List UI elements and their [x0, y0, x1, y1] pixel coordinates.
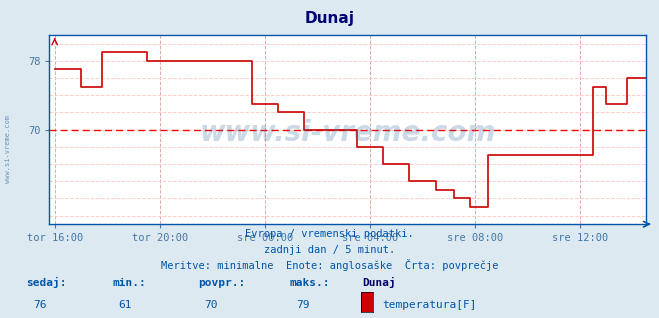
Text: temperatura[F]: temperatura[F] [382, 301, 476, 310]
Text: 61: 61 [119, 301, 132, 310]
Text: min.:: min.: [112, 278, 146, 288]
Text: povpr.:: povpr.: [198, 278, 245, 288]
Text: www.si-vreme.com: www.si-vreme.com [200, 119, 496, 147]
Text: 76: 76 [33, 301, 46, 310]
Text: Dunaj: Dunaj [304, 11, 355, 26]
Text: 79: 79 [297, 301, 310, 310]
Text: Dunaj: Dunaj [362, 277, 396, 288]
Text: Evropa / vremenski podatki.: Evropa / vremenski podatki. [245, 229, 414, 239]
Text: Meritve: minimalne  Enote: anglosaške  Črta: povprečje: Meritve: minimalne Enote: anglosaške Črt… [161, 259, 498, 271]
Text: sedaj:: sedaj: [26, 277, 67, 288]
Text: 70: 70 [204, 301, 217, 310]
Text: maks.:: maks.: [290, 278, 330, 288]
Text: www.si-vreme.com: www.si-vreme.com [5, 115, 11, 183]
Text: zadnji dan / 5 minut.: zadnji dan / 5 minut. [264, 245, 395, 255]
